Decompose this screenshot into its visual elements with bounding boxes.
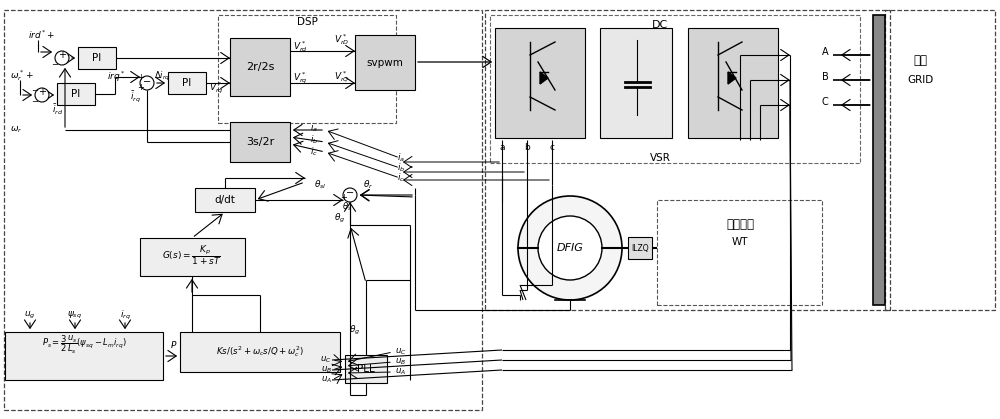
Text: $\Delta i_{rq}$: $\Delta i_{rq}$ (154, 70, 170, 83)
Text: $u_C$: $u_C$ (395, 347, 407, 357)
Text: d/dt: d/dt (215, 195, 235, 205)
Text: c: c (550, 143, 554, 153)
Text: +: + (138, 83, 144, 91)
Bar (873, 15, 885, 305)
Bar (57, 83, 95, 105)
Text: $\omega_r$: $\omega_r$ (10, 125, 22, 135)
Bar (657, 200, 822, 305)
Text: PLL: PLL (357, 364, 375, 374)
Text: A: A (822, 47, 828, 57)
Text: GRID: GRID (907, 75, 933, 85)
Text: $u_g$: $u_g$ (24, 310, 36, 321)
Text: $u_B$: $u_B$ (321, 365, 332, 375)
Text: $\theta_g$: $\theta_g$ (349, 323, 361, 336)
Text: $\theta_{sl}$: $\theta_{sl}$ (314, 179, 326, 191)
Circle shape (140, 76, 154, 90)
Text: $\theta_s$: $\theta_s$ (342, 201, 352, 213)
Text: $u_B$: $u_B$ (395, 357, 406, 367)
Bar (885, 10, 995, 310)
Polygon shape (728, 72, 736, 84)
Circle shape (35, 88, 49, 102)
Text: 2r/2s: 2r/2s (246, 62, 274, 72)
Text: +: + (58, 50, 66, 60)
Circle shape (538, 216, 602, 280)
Text: $-$: $-$ (345, 186, 355, 196)
Text: $V_{rD}^*$: $V_{rD}^*$ (334, 33, 350, 47)
Bar (78, 47, 116, 69)
Text: +: + (38, 87, 46, 97)
Bar (600, 28, 672, 138)
Text: VSR: VSR (650, 153, 670, 163)
Text: 风机组件: 风机组件 (726, 218, 754, 232)
Circle shape (343, 188, 357, 202)
Text: $\bar{i}_{rq}$: $\bar{i}_{rq}$ (130, 90, 140, 104)
Text: $\theta_g$: $\theta_g$ (334, 212, 346, 225)
Text: $V_{rQ}^*$: $V_{rQ}^*$ (334, 70, 350, 85)
Circle shape (518, 196, 622, 300)
Bar (495, 28, 585, 138)
Text: $i_c$: $i_c$ (397, 172, 405, 184)
Text: $i_a$: $i_a$ (310, 122, 318, 134)
Polygon shape (540, 72, 548, 84)
Text: PI: PI (182, 78, 192, 88)
Text: $-$: $-$ (51, 59, 59, 67)
Text: $P_s=\dfrac{3}{2}\dfrac{u_s}{L_s}(\psi_{sq}-L_m i_{rq})$: $P_s=\dfrac{3}{2}\dfrac{u_s}{L_s}(\psi_{… (42, 334, 126, 356)
Bar (688, 28, 778, 138)
Text: $Ks/(s^2+\omega_c s/Q+\omega_c^2)$: $Ks/(s^2+\omega_c s/Q+\omega_c^2)$ (216, 344, 304, 360)
Text: 电网: 电网 (913, 54, 927, 67)
Text: $i_b$: $i_b$ (397, 162, 405, 174)
Text: $u_A$: $u_A$ (395, 367, 406, 377)
Text: $V_{rq}^*$: $V_{rq}^*$ (293, 70, 307, 86)
Text: $\psi_{sq}$: $\psi_{sq}$ (67, 310, 83, 321)
Bar (485, 10, 890, 310)
Circle shape (55, 51, 69, 65)
Text: a: a (499, 143, 505, 153)
Text: +: + (138, 73, 144, 83)
Bar (4, 10, 482, 410)
Text: $V_{rq}^*$: $V_{rq}^*$ (209, 80, 223, 96)
Text: $P$: $P$ (170, 339, 178, 351)
Text: DSP: DSP (297, 17, 317, 27)
Text: $i_b$: $i_b$ (310, 134, 318, 146)
Text: $\theta_r$: $\theta_r$ (363, 179, 373, 191)
Text: B: B (822, 72, 828, 82)
Text: DFIG: DFIG (557, 243, 583, 253)
Bar (345, 355, 387, 383)
Text: $G(s)=\dfrac{K_p}{1+sT}$: $G(s)=\dfrac{K_p}{1+sT}$ (162, 243, 222, 267)
Bar (140, 238, 245, 276)
Text: WT: WT (732, 237, 748, 247)
Text: $i_{rq}$: $i_{rq}$ (120, 308, 130, 321)
Text: DC: DC (652, 20, 668, 30)
Text: $irq^*$: $irq^*$ (107, 70, 125, 84)
Text: 3s/2r: 3s/2r (246, 137, 274, 147)
Text: lLZQ: lLZQ (631, 243, 649, 253)
Text: $u_A$: $u_A$ (321, 375, 332, 385)
Text: $u_C$: $u_C$ (320, 355, 332, 365)
Bar (230, 122, 290, 162)
Bar (355, 35, 415, 90)
Text: $i_a$: $i_a$ (397, 152, 405, 164)
Text: $V_{rd}^*$: $V_{rd}^*$ (293, 39, 307, 54)
Text: PI: PI (71, 89, 81, 99)
Text: $\bar{i}_{rd}$: $\bar{i}_{rd}$ (52, 103, 63, 117)
Bar (168, 72, 206, 94)
Bar (180, 332, 340, 372)
Text: $i_c$: $i_c$ (310, 146, 318, 158)
Text: svpwm: svpwm (367, 58, 403, 68)
Text: +: + (341, 194, 347, 202)
Bar (490, 15, 860, 163)
Text: C: C (822, 97, 828, 107)
Bar (195, 188, 255, 212)
Text: b: b (524, 143, 530, 153)
Text: $\omega_r^*+$: $\omega_r^*+$ (10, 69, 34, 83)
Text: $-$: $-$ (31, 96, 39, 104)
Bar (230, 38, 290, 96)
Text: PI: PI (92, 53, 102, 63)
Text: $ird^*$+: $ird^*$+ (28, 29, 55, 41)
Bar (628, 237, 652, 259)
Bar (5, 332, 163, 380)
Bar (218, 15, 396, 123)
Text: $-$: $-$ (142, 75, 152, 85)
Text: $-$: $-$ (31, 85, 39, 93)
